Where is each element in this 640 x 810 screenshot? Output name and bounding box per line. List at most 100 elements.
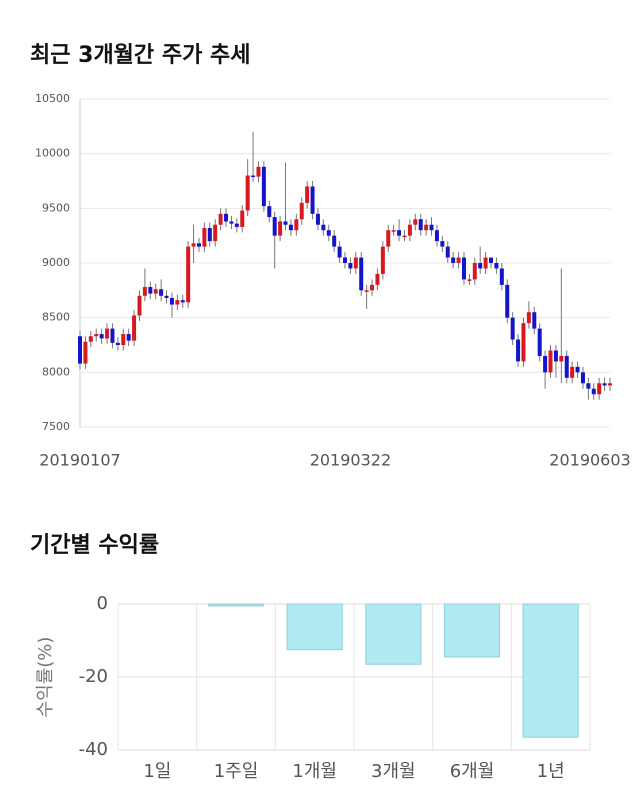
candle-body <box>267 206 272 218</box>
candle-body <box>78 336 82 364</box>
candle-body <box>526 312 531 324</box>
candle-body <box>543 355 548 373</box>
candle-body <box>418 219 423 231</box>
candle-body <box>370 284 375 291</box>
candle-body <box>245 175 250 211</box>
candle-body <box>310 186 315 214</box>
y-tick-label: 9000 <box>42 256 70 269</box>
candle-body <box>516 339 521 362</box>
x-tick-label: 1일 <box>143 761 171 782</box>
candle-body <box>315 213 320 225</box>
candle-body <box>597 383 602 395</box>
candle-body <box>575 366 580 373</box>
candle-body <box>337 246 342 258</box>
candle-body <box>380 246 385 274</box>
candle-body <box>564 355 569 378</box>
candle-body <box>570 366 575 378</box>
candle-body <box>386 230 391 247</box>
candle-body <box>153 289 158 294</box>
candle-body <box>532 312 537 329</box>
y-tick-label: -40 <box>79 739 108 760</box>
candle-body <box>478 263 483 269</box>
bar <box>443 603 501 658</box>
y-tick-label: 9500 <box>42 201 70 214</box>
candle-body <box>494 263 499 269</box>
candle-body <box>391 230 396 232</box>
x-tick-label: 20190603 <box>549 451 630 470</box>
candle-body <box>105 328 110 339</box>
bar <box>286 603 343 651</box>
y-tick-label: 0 <box>97 593 108 614</box>
candle-body <box>99 334 104 339</box>
candle-body <box>440 241 445 247</box>
candle-body <box>142 287 147 296</box>
y-tick-label: 10000 <box>35 147 70 160</box>
candle-body <box>88 336 93 342</box>
candle-body <box>343 257 347 263</box>
candle-body <box>537 328 542 356</box>
candle-body <box>608 383 612 386</box>
candle-body <box>359 257 364 291</box>
candle-body <box>261 166 266 207</box>
candle-body <box>305 186 310 203</box>
candle-body <box>294 219 299 231</box>
candle-body <box>505 284 510 318</box>
candle-body <box>451 257 456 263</box>
x-tick-label: 3개월 <box>371 761 416 782</box>
y-tick-label: 8500 <box>42 311 70 324</box>
x-tick-label: 1개월 <box>292 761 337 782</box>
candle-body <box>256 166 261 177</box>
y-axis-label: 수익률(%) <box>35 637 56 718</box>
candle-body <box>521 323 526 362</box>
candle-body <box>461 257 466 280</box>
candle-body <box>213 224 218 242</box>
candle-body <box>332 235 337 247</box>
candle-body <box>164 295 169 298</box>
candle-body <box>299 202 304 220</box>
candle-body <box>110 328 115 343</box>
candle-body <box>397 230 402 236</box>
candle-body <box>169 297 174 305</box>
candle-body <box>434 230 439 242</box>
candle-body <box>499 268 504 285</box>
x-tick-label: 20190322 <box>310 451 391 470</box>
bar <box>365 603 422 665</box>
candle-body <box>472 263 477 280</box>
candle-body <box>424 224 429 231</box>
x-tick-label: 1주일 <box>214 761 259 782</box>
candle-body <box>115 342 120 345</box>
candle-body <box>283 221 288 225</box>
y-tick-label: -20 <box>79 666 108 687</box>
candle-body <box>559 355 564 362</box>
candle-body <box>132 315 137 341</box>
candle-body <box>548 350 553 373</box>
candle-body <box>224 213 229 222</box>
y-tick-label: 10500 <box>35 92 70 105</box>
candle-body <box>364 290 369 292</box>
candle-body <box>272 217 277 236</box>
candle-body <box>137 295 142 316</box>
candle-body <box>348 263 353 269</box>
candle-body <box>413 219 418 225</box>
candle-body <box>94 334 99 337</box>
candle-body <box>186 246 191 303</box>
candle-body <box>175 300 180 305</box>
candle-body <box>445 246 450 258</box>
candle-body <box>251 175 256 178</box>
candle-body <box>375 273 380 285</box>
candle-body <box>83 341 88 364</box>
chart-title: 최근 3개월간 주가 추세 <box>30 43 250 68</box>
candle-body <box>326 230 331 236</box>
candle-body <box>229 221 234 224</box>
candle-body <box>121 334 126 345</box>
candle-body <box>207 228 212 242</box>
candle-body <box>407 224 412 236</box>
candle-body <box>234 223 239 227</box>
x-tick-label: 20190107 <box>39 451 120 470</box>
y-tick-label: 8000 <box>42 365 70 378</box>
candle-body <box>240 210 245 227</box>
candle-body <box>148 287 153 294</box>
candle-body <box>126 334 131 341</box>
x-tick-label: 1년 <box>537 761 565 782</box>
